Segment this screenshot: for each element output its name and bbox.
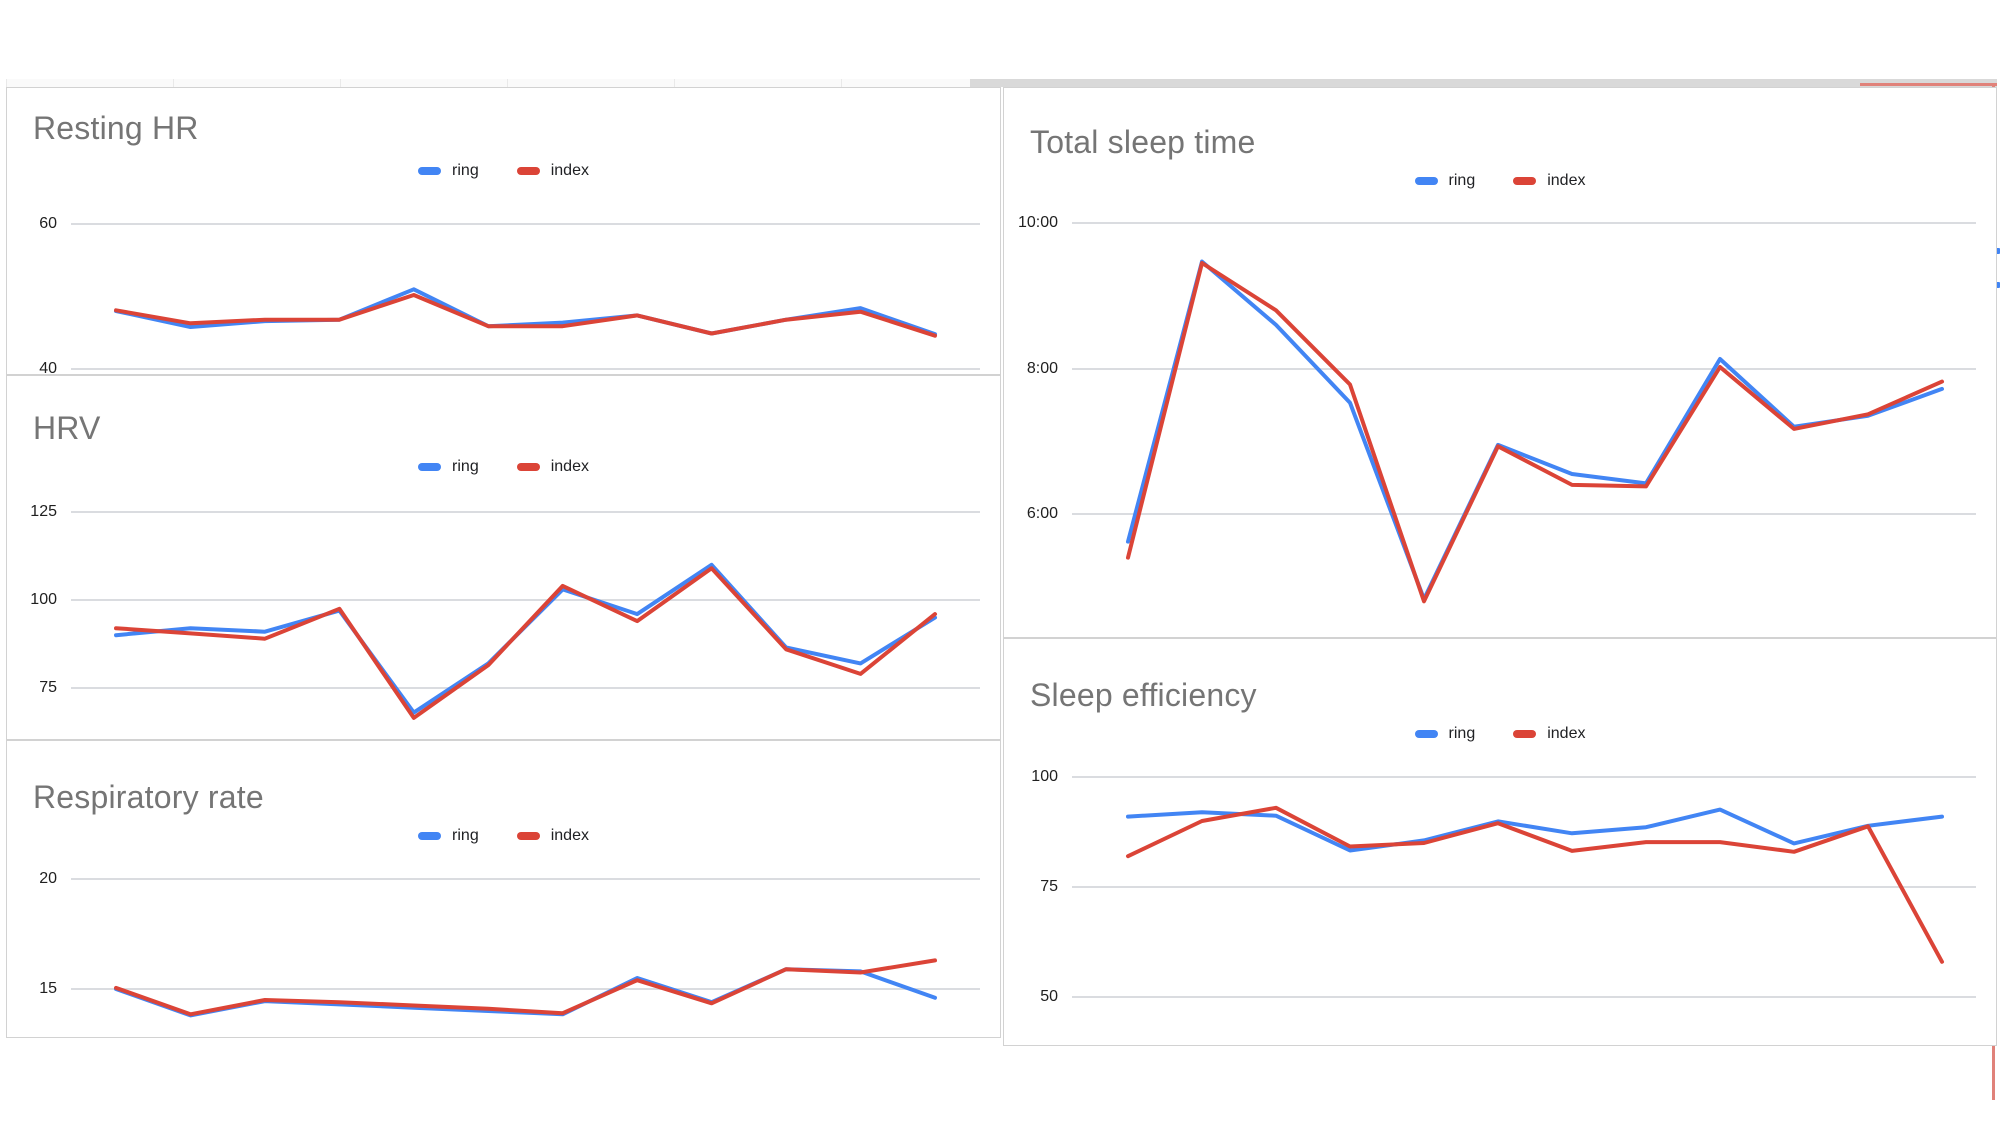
legend-swatch-ring bbox=[418, 167, 442, 175]
y-tick-label: 100 bbox=[1031, 768, 1058, 785]
chart-panel-hrv: HRV ring index 125 100 75 bbox=[6, 375, 1001, 740]
legend-label-index: index bbox=[550, 162, 589, 179]
legend-swatch-ring bbox=[1414, 730, 1438, 738]
legend-item-index: index bbox=[1513, 172, 1585, 190]
y-tick-label: 8:00 bbox=[1026, 360, 1058, 377]
legend-item-ring: ring bbox=[1414, 725, 1476, 743]
legend-label-ring: ring bbox=[1448, 172, 1476, 189]
legend-item-ring: ring bbox=[418, 162, 479, 180]
plot-area-resting-hr bbox=[71, 223, 980, 370]
legend-swatch-index bbox=[516, 463, 540, 471]
series-line-ring bbox=[1126, 259, 1944, 602]
series-line-index bbox=[1126, 805, 1944, 964]
chart-title: Sleep efficiency bbox=[1030, 677, 1257, 713]
y-tick-label: 60 bbox=[39, 215, 57, 232]
legend: ring index bbox=[7, 458, 1000, 476]
chart-panel-respiratory-rate: Respiratory rate ring index 20 15 bbox=[6, 740, 1001, 1038]
legend-item-index: index bbox=[516, 458, 589, 476]
legend: ring index bbox=[1004, 172, 1996, 190]
plot-area-respiratory-rate bbox=[71, 878, 980, 1018]
legend: ring index bbox=[1004, 725, 1996, 743]
legend-item-ring: ring bbox=[418, 458, 479, 476]
series-line-index bbox=[114, 566, 937, 720]
plot-area-total-sleep-time bbox=[1072, 222, 1976, 604]
legend-label-ring: ring bbox=[1448, 725, 1476, 742]
chart-panel-total-sleep-time: Total sleep time ring index 10:00 8:00 6:0… bbox=[1003, 87, 1997, 638]
y-tick-label: 50 bbox=[1040, 988, 1058, 1005]
legend: ring index bbox=[7, 827, 1000, 845]
series-line-index bbox=[114, 293, 937, 338]
legend-swatch-ring bbox=[418, 463, 442, 471]
legend-label-index: index bbox=[550, 827, 589, 844]
legend-item-ring: ring bbox=[1414, 172, 1476, 190]
series-line-index bbox=[1126, 261, 1944, 604]
y-tick-label: 125 bbox=[30, 503, 57, 520]
legend-label-index: index bbox=[1547, 725, 1586, 742]
y-tick-label: 40 bbox=[39, 360, 57, 375]
y-tick-label: 15 bbox=[39, 980, 57, 997]
chart-title: HRV bbox=[33, 410, 101, 446]
y-tick-label: 20 bbox=[39, 870, 57, 887]
y-tick-label: 10:00 bbox=[1017, 214, 1058, 231]
legend-item-index: index bbox=[516, 827, 589, 845]
legend-item-index: index bbox=[1513, 725, 1585, 743]
legend-label-index: index bbox=[1547, 172, 1586, 189]
plot-area-sleep-efficiency bbox=[1072, 776, 1976, 998]
y-tick-label: 75 bbox=[39, 679, 57, 696]
legend-swatch-index bbox=[1513, 730, 1537, 738]
chart-title: Total sleep time bbox=[1030, 124, 1256, 160]
legend-swatch-ring bbox=[1414, 177, 1438, 185]
series-line-ring bbox=[114, 967, 937, 1018]
chart-title: Respiratory rate bbox=[33, 779, 264, 815]
y-tick-label: 100 bbox=[30, 591, 57, 608]
legend-label-ring: ring bbox=[452, 827, 479, 844]
legend-item-ring: ring bbox=[418, 827, 479, 845]
chart-title: Resting HR bbox=[33, 110, 199, 146]
legend-swatch-index bbox=[1513, 177, 1537, 185]
chart-panel-resting-hr: Resting HR ring index 60 40 bbox=[6, 87, 1001, 375]
series-line-ring bbox=[1126, 807, 1944, 853]
legend-swatch-index bbox=[516, 832, 540, 840]
series-line-index bbox=[114, 958, 937, 1017]
legend-item-index: index bbox=[516, 162, 589, 180]
legend-label-ring: ring bbox=[452, 162, 479, 179]
legend: ring index bbox=[7, 162, 1000, 180]
legend-swatch-index bbox=[516, 167, 540, 175]
plot-area-hrv bbox=[71, 511, 980, 720]
cutoff-charts-strip-right bbox=[970, 79, 1997, 87]
chart-panel-sleep-efficiency: Sleep efficiency ring index 100 75 50 bbox=[1003, 638, 1997, 1046]
y-tick-label: 75 bbox=[1040, 878, 1058, 895]
legend-label-ring: ring bbox=[452, 458, 479, 475]
y-tick-label: 6:00 bbox=[1026, 505, 1058, 522]
adjacent-chart-line-top bbox=[1860, 83, 1997, 86]
legend-swatch-ring bbox=[418, 832, 442, 840]
legend-label-index: index bbox=[550, 458, 589, 475]
